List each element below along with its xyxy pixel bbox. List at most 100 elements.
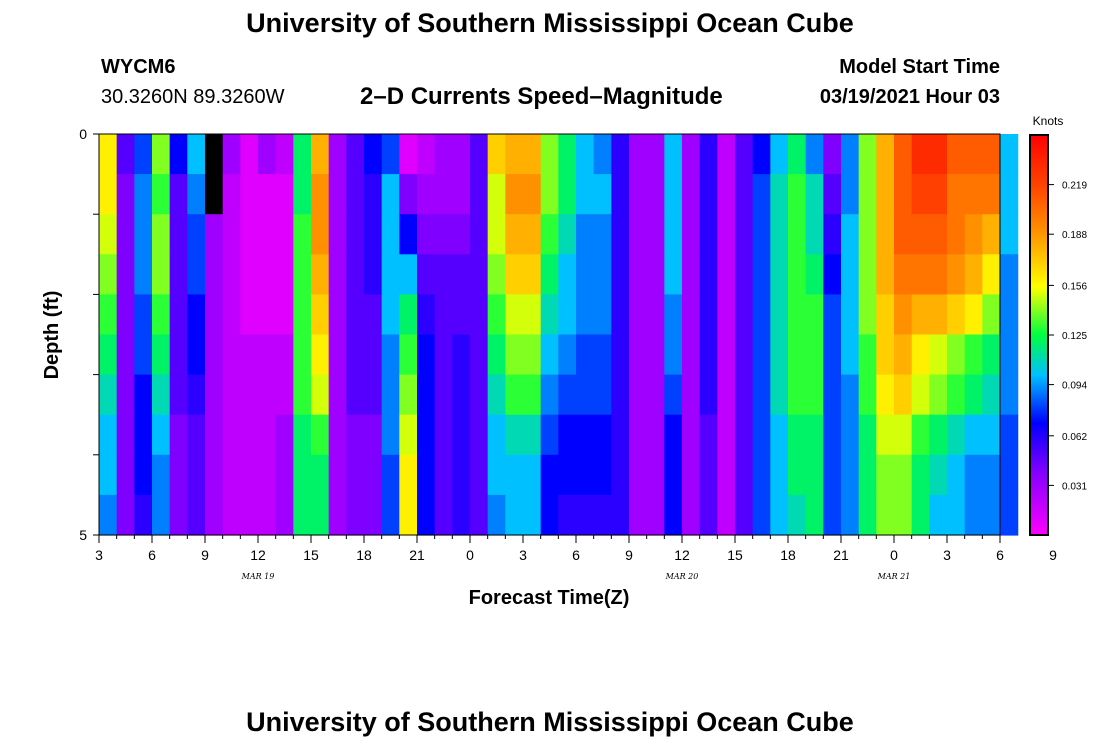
heatmap-cell (523, 134, 542, 175)
heatmap-cell (116, 254, 135, 295)
heatmap-cell (788, 134, 807, 175)
heatmap-cell (540, 254, 559, 295)
heatmap-cell (770, 214, 789, 255)
heatmap-cell (487, 334, 506, 376)
heatmap-cell (805, 374, 824, 416)
heatmap-cell (576, 494, 595, 536)
heatmap-cell (823, 374, 842, 416)
heatmap-cell (275, 334, 294, 376)
heatmap-cell (858, 294, 877, 336)
heatmap-cell (328, 454, 347, 496)
heatmap-cell (381, 254, 400, 295)
heatmap-cell (682, 494, 701, 536)
heatmap-cell (629, 214, 648, 255)
heatmap-cell (770, 334, 789, 376)
heatmap-cell (805, 494, 824, 536)
heatmap-cell (929, 134, 948, 175)
heatmap-cell (346, 294, 365, 336)
heatmap-cell (328, 134, 347, 175)
heatmap-cell (611, 254, 630, 295)
heatmap-cell (947, 254, 966, 295)
heatmap-cell (752, 134, 771, 175)
heatmap-cell (752, 214, 771, 255)
heatmap-cell (982, 174, 1001, 215)
heatmap-cell (470, 414, 489, 456)
page-title: University of Southern Mississippi Ocean… (246, 8, 854, 38)
heatmap-cell (841, 334, 860, 376)
heatmap-cell (240, 374, 259, 416)
heatmap-cell (735, 174, 754, 215)
heatmap-cell (452, 174, 471, 215)
heatmap-cell (258, 454, 277, 496)
heatmap-cell (611, 494, 630, 536)
heatmap-cell (222, 134, 241, 175)
heatmap-cell (275, 254, 294, 295)
heatmap-cell (929, 414, 948, 456)
heatmap-cell (470, 294, 489, 336)
heatmap-cell (381, 494, 400, 536)
heatmap-cell (1000, 214, 1019, 255)
heatmap-cell (417, 334, 436, 376)
heatmap-cell (876, 454, 895, 496)
heatmap-cell (152, 374, 171, 416)
heatmap-cell (540, 454, 559, 496)
heatmap-cell (346, 454, 365, 496)
heatmap-cell (964, 254, 983, 295)
heatmap-cell (346, 414, 365, 456)
colorbar-ticks: 0.031 0.062 0.094 0.125 0.156 0.188 0.219 (1048, 181, 1087, 492)
heatmap-cell (682, 174, 701, 215)
heatmap-cell (699, 494, 718, 536)
heatmap-cell (699, 454, 718, 496)
heatmap-cell (664, 334, 683, 376)
heatmap-cell (116, 374, 135, 416)
heatmap-cell (823, 254, 842, 295)
heatmap-cell (134, 134, 153, 175)
x-tick-label: 12 (250, 547, 266, 563)
heatmap-cell (929, 174, 948, 215)
heatmap-cell (523, 494, 542, 536)
heatmap-cell (982, 414, 1001, 456)
heatmap-cell (646, 414, 665, 456)
heatmap-cell (399, 334, 418, 376)
heatmap-cell (505, 494, 524, 536)
heatmap-cell (664, 134, 683, 175)
heatmap-cell (187, 294, 206, 336)
heatmap-cell (452, 374, 471, 416)
heatmap-cell (1000, 294, 1019, 336)
heatmap-cell (699, 214, 718, 255)
heatmap-cell (664, 254, 683, 295)
heatmap-cell (328, 294, 347, 336)
heatmap-cell (169, 214, 188, 255)
heatmap-cell (752, 174, 771, 215)
heatmap-cell (788, 334, 807, 376)
heatmap-cell (858, 454, 877, 496)
heatmap-cell (629, 494, 648, 536)
heatmap-cell (187, 214, 206, 255)
heatmap-cell (99, 174, 118, 215)
heatmap-cell (664, 494, 683, 536)
heatmap-cell (169, 414, 188, 456)
heatmap-cell (982, 294, 1001, 336)
heatmap-cell (911, 214, 930, 255)
heatmap-cell (717, 414, 736, 456)
heatmap-cell (169, 174, 188, 215)
heatmap-cell (381, 414, 400, 456)
heatmap-cell (346, 134, 365, 175)
heatmap-cell (152, 414, 171, 456)
heatmap-cell (134, 254, 153, 295)
heatmap-cell (99, 214, 118, 255)
heatmap-cell (434, 374, 453, 416)
heatmap-cell (682, 374, 701, 416)
heatmap-cell (540, 374, 559, 416)
heatmap-cell (805, 294, 824, 336)
heatmap-cell (328, 374, 347, 416)
heatmap-cell (240, 214, 259, 255)
heatmap-cell (434, 254, 453, 295)
colorbar: Knots 0.031 0.062 0.094 0.125 0.156 0.188 0.21… (1029, 114, 1087, 536)
heatmap-cell (434, 454, 453, 496)
heatmap-cell (293, 494, 312, 536)
heatmap-cell (99, 254, 118, 295)
heatmap-cell (523, 214, 542, 255)
heatmap-cell (611, 134, 630, 175)
heatmap-cell (116, 134, 135, 175)
